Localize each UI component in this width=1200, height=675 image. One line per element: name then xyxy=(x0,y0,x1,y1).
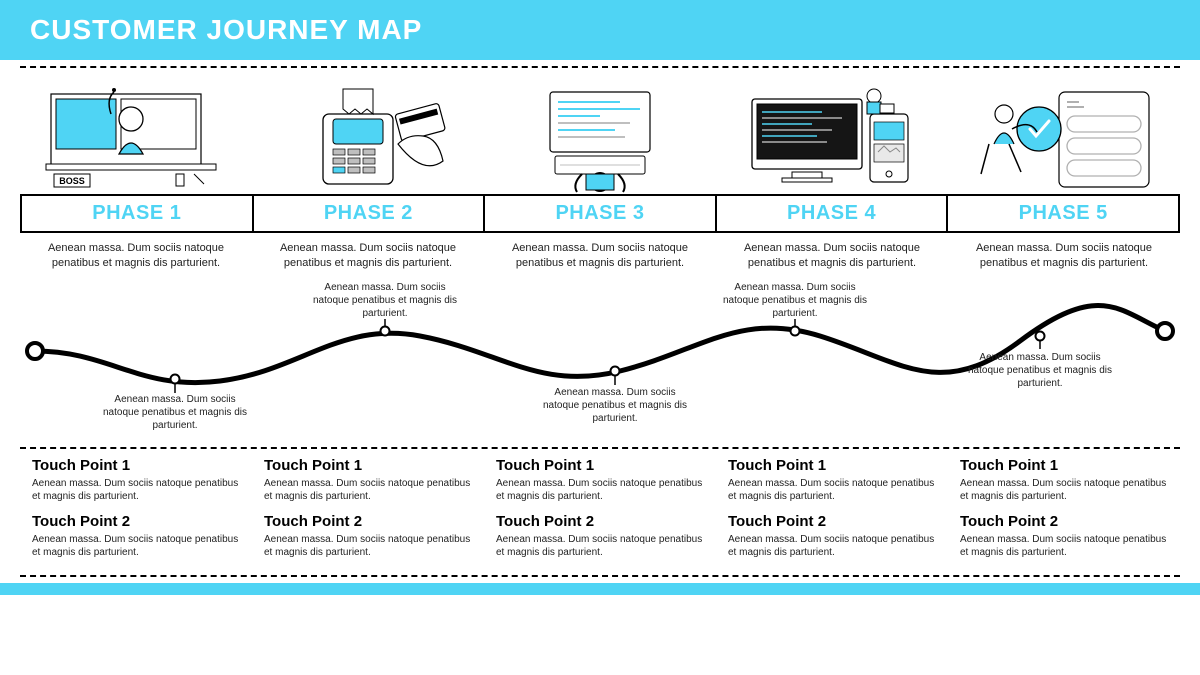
wave-note-2: Aenean massa. Dum sociis natoque penatib… xyxy=(310,281,460,320)
touch-5-title-1: Touch Point 1 xyxy=(960,457,1168,474)
touch-3-desc-2: Aenean massa. Dum sociis natoque penatib… xyxy=(496,533,704,559)
touch-1-desc-1: Aenean massa. Dum sociis natoque penatib… xyxy=(32,477,240,503)
touch-5-desc-1: Aenean massa. Dum sociis natoque penatib… xyxy=(960,477,1168,503)
touch-1-desc-2: Aenean massa. Dum sociis natoque penatib… xyxy=(32,533,240,559)
boss-label: BOSS xyxy=(59,176,85,186)
touch-2-desc-1: Aenean massa. Dum sociis natoque penatib… xyxy=(264,477,472,503)
touch-2-title-2: Touch Point 2 xyxy=(264,513,472,530)
divider-top xyxy=(20,66,1180,68)
touch-3-title-2: Touch Point 2 xyxy=(496,513,704,530)
page-title: CUSTOMER JOURNEY MAP xyxy=(30,14,422,46)
wave-point-2 xyxy=(381,319,390,336)
phase-label-2: PHASE 2 xyxy=(254,196,486,231)
touch-4-desc-2: Aenean massa. Dum sociis natoque penatib… xyxy=(728,533,936,559)
illus-checklist xyxy=(964,84,1164,194)
phase-desc-3: Aenean massa. Dum sociis natoque penatib… xyxy=(484,241,716,271)
phase-label-3: PHASE 3 xyxy=(485,196,717,231)
wave-section: Aenean massa. Dum sociis natoque penatib… xyxy=(20,281,1180,441)
wave-note-5: Aenean massa. Dum sociis natoque penatib… xyxy=(965,351,1115,390)
touch-2-desc-2: Aenean massa. Dum sociis natoque penatib… xyxy=(264,533,472,559)
touch-col-2: Touch Point 1 Aenean massa. Dum sociis n… xyxy=(252,457,484,569)
touchpoint-section: Touch Point 1 Aenean massa. Dum sociis n… xyxy=(20,457,1180,569)
phase-desc-5: Aenean massa. Dum sociis natoque penatib… xyxy=(948,241,1180,271)
touch-col-1: Touch Point 1 Aenean massa. Dum sociis n… xyxy=(20,457,252,569)
phase-desc-1: Aenean massa. Dum sociis natoque penatib… xyxy=(20,241,252,271)
touch-1-title-2: Touch Point 2 xyxy=(32,513,240,530)
wave-point-3 xyxy=(611,366,620,385)
touch-5-title-2: Touch Point 2 xyxy=(960,513,1168,530)
phase-label-1: PHASE 1 xyxy=(22,196,254,231)
illus-coding-topdown xyxy=(500,84,700,194)
phase-desc-row: Aenean massa. Dum sociis natoque penatib… xyxy=(20,241,1180,271)
touch-5-desc-2: Aenean massa. Dum sociis natoque penatib… xyxy=(960,533,1168,559)
phase-desc-4: Aenean massa. Dum sociis natoque penatib… xyxy=(716,241,948,271)
divider-mid xyxy=(20,447,1180,449)
wave-note-3: Aenean massa. Dum sociis natoque penatib… xyxy=(540,386,690,425)
touch-2-title-1: Touch Point 1 xyxy=(264,457,472,474)
illus-payment xyxy=(268,84,468,194)
touch-col-4: Touch Point 1 Aenean massa. Dum sociis n… xyxy=(716,457,948,569)
touch-col-5: Touch Point 1 Aenean massa. Dum sociis n… xyxy=(948,457,1180,569)
phase-row: PHASE 1 PHASE 2 PHASE 3 PHASE 4 PHASE 5 xyxy=(20,194,1180,233)
touch-3-title-1: Touch Point 1 xyxy=(496,457,704,474)
wave-point-5 xyxy=(1036,331,1045,349)
wave-note-4: Aenean massa. Dum sociis natoque penatib… xyxy=(720,281,870,320)
illus-desktop-mobile xyxy=(732,84,932,194)
header-bar: CUSTOMER JOURNEY MAP xyxy=(0,0,1200,60)
illus-boss: BOSS xyxy=(36,84,236,194)
phase-label-4: PHASE 4 xyxy=(717,196,949,231)
touch-3-desc-1: Aenean massa. Dum sociis natoque penatib… xyxy=(496,477,704,503)
bottom-accent-bar xyxy=(0,583,1200,595)
wave-note-1: Aenean massa. Dum sociis natoque penatib… xyxy=(100,393,250,432)
illustration-row: BOSS xyxy=(0,74,1200,194)
divider-bottom xyxy=(20,575,1180,577)
phase-desc-2: Aenean massa. Dum sociis natoque penatib… xyxy=(252,241,484,271)
wave-point-4 xyxy=(791,319,800,336)
touch-4-desc-1: Aenean massa. Dum sociis natoque penatib… xyxy=(728,477,936,503)
touch-4-title-2: Touch Point 2 xyxy=(728,513,936,530)
touch-1-title-1: Touch Point 1 xyxy=(32,457,240,474)
phase-label-5: PHASE 5 xyxy=(948,196,1178,231)
touch-col-3: Touch Point 1 Aenean massa. Dum sociis n… xyxy=(484,457,716,569)
touch-4-title-1: Touch Point 1 xyxy=(728,457,936,474)
